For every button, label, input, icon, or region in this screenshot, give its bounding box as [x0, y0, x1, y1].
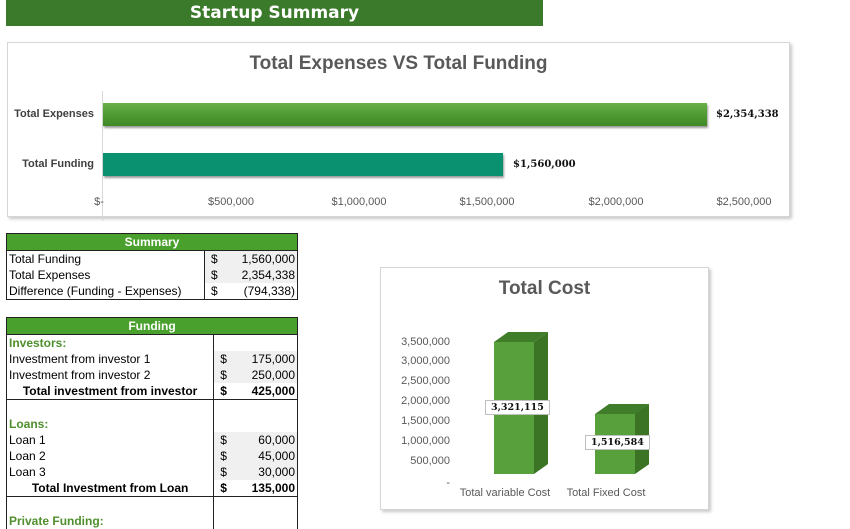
- x-tick: $500,000: [208, 196, 254, 208]
- expenses-vs-funding-chart[interactable]: Total Expenses VS Total Funding Total Ex…: [7, 42, 790, 221]
- x-tick: $1,000,000: [331, 196, 387, 208]
- currency-symbol: $: [213, 432, 243, 448]
- total-cost-chart[interactable]: Total Cost - 500,000 1,000,000 1,500,000…: [380, 267, 709, 510]
- y-tick: 1,500,000: [401, 415, 450, 427]
- section-title-loans: Loans:: [5, 416, 215, 432]
- summary-label: Total Expenses: [6, 267, 205, 283]
- chart-title: Total Cost: [498, 278, 591, 299]
- data-label-fixed-cost: 1,516,584: [585, 435, 650, 450]
- currency-symbol: $: [213, 448, 243, 464]
- investor-value[interactable]: 175,000: [242, 351, 299, 367]
- y-tick: 2,000,000: [401, 395, 450, 407]
- y-tick: 3,500,000: [401, 336, 450, 348]
- currency-symbol: $: [213, 351, 243, 367]
- summary-label: Total Funding: [6, 250, 205, 267]
- currency-symbol: $: [213, 480, 243, 497]
- x-tick: $-: [94, 196, 104, 208]
- investor-total-value[interactable]: 425,000: [242, 383, 299, 400]
- data-label-funding: $1,560,000: [513, 159, 576, 170]
- y-tick: 500,000: [410, 455, 450, 467]
- investor-value[interactable]: 250,000: [242, 367, 299, 383]
- category-label-total-funding: Total Funding: [22, 158, 94, 170]
- data-label-variable-cost: 3,321,115: [485, 400, 550, 415]
- x-tick: $1,500,000: [459, 196, 515, 208]
- data-label-expenses: $2,354,338: [716, 109, 779, 120]
- summary-value[interactable]: (794,338): [232, 283, 298, 300]
- category-label-total-expenses: Total Expenses: [14, 108, 94, 120]
- loan-total-label: Total Investment from Loan: [5, 480, 215, 497]
- currency-symbol: $: [213, 367, 243, 383]
- loan-value[interactable]: 60,000: [242, 432, 299, 448]
- page-title-banner: Startup Summary: [6, 0, 543, 26]
- summary-value[interactable]: 1,560,000: [232, 250, 298, 267]
- loan-value[interactable]: 45,000: [242, 448, 299, 464]
- bar-total-expenses[interactable]: [103, 103, 707, 126]
- summary-value[interactable]: 2,354,338: [232, 267, 298, 283]
- loan-label: Loan 1: [5, 432, 215, 448]
- section-title-private-funding: Private Funding:: [5, 513, 215, 529]
- currency-symbol: $: [213, 383, 243, 400]
- x-tick: $2,000,000: [588, 196, 644, 208]
- loan-total-value[interactable]: 135,000: [242, 480, 299, 497]
- section-title-investors: Investors:: [5, 334, 215, 351]
- x-category-label: Total variable Cost: [459, 487, 551, 499]
- investor-label: Investment from investor 2: [5, 367, 215, 383]
- funding-table: Funding Investors: Investment from inves…: [5, 317, 299, 529]
- x-category-label: Total Fixed Cost: [566, 487, 646, 499]
- funding-header: Funding: [6, 317, 298, 335]
- investor-label: Investment from investor 1: [5, 351, 215, 367]
- y-axis-line: [102, 91, 103, 221]
- y-tick: 1,000,000: [401, 435, 450, 447]
- y-tick: 2,500,000: [401, 375, 450, 387]
- summary-header: Summary: [6, 233, 298, 251]
- y-tick: 3,000,000: [401, 355, 450, 367]
- currency-symbol: $: [204, 267, 233, 283]
- summary-table: Summary Total Funding $ 1,560,000 Total …: [6, 233, 298, 300]
- loan-value[interactable]: 30,000: [242, 464, 299, 480]
- loan-label: Loan 2: [5, 448, 215, 464]
- x-tick: $2,500,000: [716, 196, 772, 208]
- chart-title: Total Expenses VS Total Funding: [249, 53, 548, 74]
- y-tick: -: [446, 477, 450, 489]
- loan-label: Loan 3: [5, 464, 215, 480]
- investor-total-label: Total investment from investor: [5, 383, 215, 400]
- currency-symbol: $: [213, 464, 243, 480]
- summary-label: Difference (Funding - Expenses): [6, 283, 205, 300]
- bar-total-funding[interactable]: [103, 153, 503, 176]
- currency-symbol: $: [204, 283, 233, 300]
- currency-symbol: $: [204, 250, 233, 267]
